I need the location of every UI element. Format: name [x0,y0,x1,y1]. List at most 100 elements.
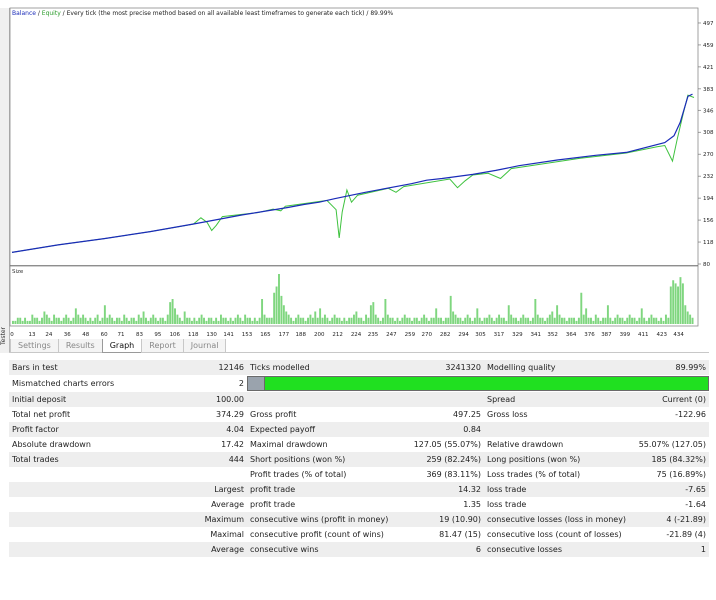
stat-label: profit trade [250,500,296,509]
stat-cell: Modelling quality 89.99% [484,360,709,375]
size-bar [604,317,607,324]
x-tick-label: 376 [584,332,595,338]
size-bar [372,302,375,325]
stat-label: Profit trades (% of total) [250,470,347,479]
size-bar [398,320,401,325]
stat-label: consecutive wins [250,545,319,554]
size-bar [391,317,394,324]
size-bar [183,311,186,324]
size-bar [280,295,283,325]
x-tick-label: 305 [475,332,486,338]
stat-label: consecutive loss (count of losses) [487,530,622,539]
chart-legend: Balance / Equity / Every tick (the most … [12,10,393,17]
tab-graph[interactable]: Graph [101,339,143,353]
legend-equity: Equity [41,10,61,17]
size-bar [669,286,672,324]
table-row: Profit factor 4.04 Expected payoff 0.84 [9,422,709,437]
size-bar [379,320,382,325]
size-bar [580,292,583,324]
size-bar [70,320,72,325]
table-row: Average profit trade 1.35 loss trade -1.64 [9,497,709,512]
size-bar [621,317,624,324]
size-bar [394,320,397,325]
balance-equity-chart: 497 459 421 383 346 308 270 232 194 156 118 80 0 13 2… [9,7,714,338]
stat-value: -1.64 [685,500,706,509]
stat-label: Long positions (won %) [487,455,581,464]
size-bar [544,320,546,325]
size-bar [16,317,19,324]
size-bar [198,317,201,324]
size-bar [435,308,438,325]
size-bar [294,317,297,324]
size-bar [652,317,655,324]
size-bar [590,317,592,324]
size-bar [478,317,481,324]
table-row: Maximum consecutive wins (profit in mone… [9,512,709,527]
size-bar [94,317,97,324]
size-bar [519,317,522,324]
tab-journal[interactable]: Journal [182,339,227,353]
table-row: Average consecutive wins 6 consecutive lo… [9,542,709,557]
stat-label: consecutive wins (profit in money) [250,515,389,524]
size-bar [396,317,399,324]
tab-report[interactable]: Report [141,339,184,353]
size-bar [212,320,215,325]
tester-sidebar: Tester [0,8,10,353]
y-tick-label: 346 [703,108,714,114]
size-bar [14,320,17,325]
size-bar [31,314,34,325]
size-bar [265,317,268,324]
size-bar [502,317,505,324]
size-bar [130,317,133,324]
size-bar [623,320,626,325]
size-bar [178,317,181,324]
size-bar [408,317,411,324]
size-bar [362,320,365,325]
table-row: Total trades 444 Short positions (won %) 2… [9,452,709,467]
size-bar [36,317,39,324]
size-bar [493,320,496,325]
size-bar [33,317,36,324]
size-bar [563,317,566,324]
size-bar [674,283,677,325]
x-tick-label: 423 [656,332,667,338]
size-bar [681,283,684,325]
size-bar [287,314,290,325]
size-bar [207,317,210,324]
size-bar [686,311,689,324]
stat-label: Mismatched charts errors [12,379,115,388]
size-bar [619,317,621,324]
stat-cell: Long positions (won %) 185 (84.32%) [484,452,709,467]
stat-value: 185 (84.32%) [651,455,706,464]
size-bar [461,320,464,325]
stat-cell: Gross loss -122.96 [484,407,709,422]
tab-results[interactable]: Results [57,339,103,353]
x-tick-label: 270 [421,332,432,338]
size-bar [672,280,675,324]
balance-line [11,93,693,253]
table-row: Maximal consecutive profit (count of win… [9,527,709,542]
size-bar [648,317,650,324]
size-bar [353,314,355,325]
stat-group-label: Largest [9,482,247,497]
stat-label: Short positions (won %) [250,455,346,464]
stat-cell: consecutive wins 6 [247,542,484,557]
stat-value: 19 (10.90) [439,515,481,524]
tab-settings[interactable]: Settings [10,339,59,353]
size-bar [292,320,295,325]
legend-separator: / [60,10,67,17]
stat-value: -21.89 (4) [666,530,706,539]
size-bar [149,317,152,324]
size-bar [427,320,430,325]
stat-cell [9,467,247,482]
size-bar [587,317,590,324]
legend-quality: 89.99% [370,10,394,17]
size-bar [355,311,358,324]
size-bar [246,317,249,324]
size-bar [28,320,31,325]
stat-value: 444 [228,455,244,464]
size-bar [135,320,138,325]
size-bar [490,317,493,324]
table-row: Initial deposit 100.00 Spread Current (0) [9,392,709,407]
table-row: Mismatched charts errors 2 [9,375,709,392]
